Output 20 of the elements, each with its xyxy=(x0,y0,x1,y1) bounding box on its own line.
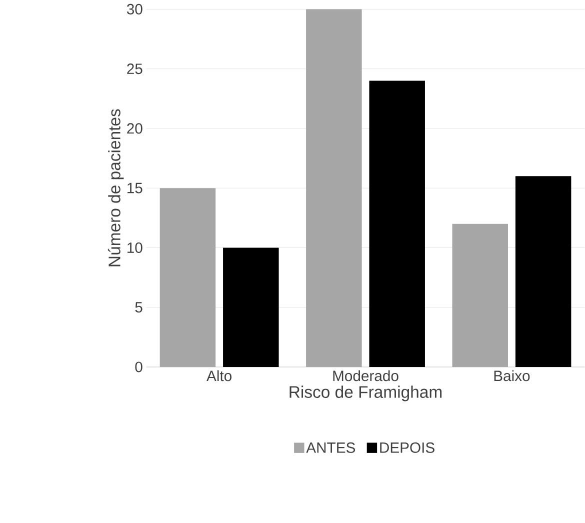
bar xyxy=(223,248,279,367)
x-tick-label: Baixo xyxy=(494,370,530,382)
y-tick-label: 25 xyxy=(127,63,142,74)
bar xyxy=(452,224,508,367)
legend-label: DEPOIS xyxy=(380,442,434,453)
y-tick-label: 0 xyxy=(135,362,142,372)
y-tick-label: 15 xyxy=(128,182,142,194)
bar xyxy=(369,80,425,367)
legend-label: ANTES xyxy=(306,442,356,453)
x-tick-label: Alto xyxy=(206,370,232,382)
x-tick-label: Moderado xyxy=(333,370,398,382)
bar xyxy=(515,176,572,367)
y-axis-title: Número de pacientes xyxy=(108,109,124,266)
bar xyxy=(306,9,362,367)
x-axis-title: Risco de Framigham xyxy=(290,386,442,402)
y-tick-label: 20 xyxy=(127,123,142,134)
y-tick-label: 30 xyxy=(126,4,142,14)
y-tick-label: 5 xyxy=(135,302,142,312)
y-tick-label: 10 xyxy=(128,242,142,253)
bar xyxy=(160,188,216,367)
